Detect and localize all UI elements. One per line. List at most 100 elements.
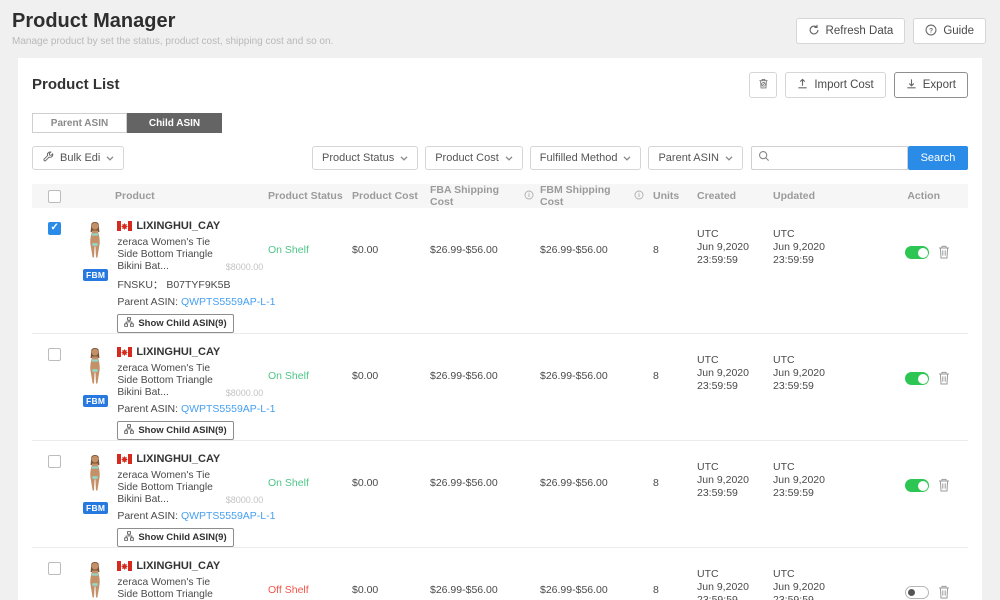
trash-slash-icon bbox=[757, 77, 770, 93]
select-all-checkbox[interactable] bbox=[48, 189, 61, 203]
refresh-icon bbox=[808, 24, 820, 39]
parent-asin-link[interactable]: QWPTS5559AP-L-1 bbox=[180, 296, 276, 308]
product-list-panel: Product List Import Cost Export Parent A… bbox=[18, 58, 982, 600]
download-icon bbox=[906, 78, 917, 92]
page-header: Product Manager Manage product by set th… bbox=[0, 0, 1000, 58]
shelf-toggle[interactable] bbox=[905, 586, 929, 599]
parent-asin-dropdown[interactable]: Parent ASIN bbox=[648, 146, 743, 170]
parent-asin-line: Parent ASIN: QWPTS5559AP-L-1 bbox=[117, 510, 275, 522]
trash-icon[interactable] bbox=[938, 371, 950, 388]
info-icon[interactable] bbox=[524, 190, 534, 203]
export-button[interactable]: Export bbox=[893, 72, 968, 98]
col-action: Action bbox=[907, 190, 940, 202]
fulfillment-badge: FBM bbox=[83, 502, 109, 514]
action-cell bbox=[844, 441, 968, 547]
search-icon bbox=[758, 149, 770, 167]
product-image bbox=[83, 453, 107, 493]
fba-shipping-cost: $26.99-$56.00 bbox=[430, 370, 498, 382]
brand-name: LIXINGHUI_CAY bbox=[136, 453, 221, 465]
asin-tabs: Parent ASIN Child ASIN bbox=[32, 113, 968, 133]
product-cost: $0.00 bbox=[352, 584, 379, 596]
product-cell: FBM LIXINGHUI_CAY zeraca Women's Tie Sid… bbox=[78, 441, 275, 547]
fnsku-label: FNSKU： bbox=[117, 279, 164, 291]
trash-icon[interactable] bbox=[938, 585, 950, 600]
created-timestamp: UTC Jun 9,2020 23:59:59 bbox=[697, 354, 749, 392]
import-cost-button[interactable]: Import Cost bbox=[785, 72, 886, 98]
sitemap-icon bbox=[124, 424, 135, 437]
guide-button[interactable]: ? Guide bbox=[913, 18, 986, 44]
svg-text:?: ? bbox=[929, 27, 933, 34]
row-checkbox[interactable] bbox=[48, 348, 61, 361]
units-value: 8 bbox=[653, 477, 659, 489]
shelf-toggle[interactable] bbox=[905, 246, 929, 259]
product-cell: FBM LIXINGHUI_CAY zeraca Women's Tie Sid… bbox=[78, 548, 260, 600]
wrench-icon bbox=[42, 151, 54, 166]
parent-asin-label: Parent ASIN: bbox=[117, 510, 179, 522]
parent-asin-line: Parent ASIN: QWPTS5559AP-L-1 bbox=[117, 403, 275, 415]
trash-icon[interactable] bbox=[938, 478, 950, 495]
product-image bbox=[83, 220, 107, 260]
row-checkbox[interactable] bbox=[48, 222, 61, 235]
chevron-down-icon bbox=[505, 152, 513, 164]
product-title: zeraca Women's Tie Side Bottom Triangle … bbox=[117, 470, 213, 505]
show-child-asin-button[interactable]: Show Child ASIN(9) bbox=[117, 314, 234, 333]
chevron-down-icon bbox=[106, 152, 114, 164]
fbm-shipping-cost: $26.99-$56.00 bbox=[540, 477, 608, 489]
trash-icon[interactable] bbox=[938, 245, 950, 262]
chevron-down-icon bbox=[623, 152, 631, 164]
info-icon[interactable] bbox=[634, 190, 644, 203]
search-button[interactable]: Search bbox=[908, 146, 968, 170]
col-created: Created bbox=[697, 189, 737, 202]
page-title: Product Manager bbox=[12, 10, 176, 32]
col-product-cost: Product Cost bbox=[352, 190, 418, 202]
parent-asin-label: Parent ASIN: bbox=[117, 296, 179, 308]
parent-asin-label: Parent ASIN: bbox=[117, 403, 179, 415]
updated-timestamp: UTC Jun 9,2020 23:59:59 bbox=[773, 354, 825, 392]
product-status-dropdown[interactable]: Product Status bbox=[312, 146, 419, 170]
table-row: FBM LIXINGHUI_CAY zeraca Women's Tie Sid… bbox=[32, 334, 968, 441]
fulfilled-method-dropdown[interactable]: Fulfilled Method bbox=[529, 146, 642, 170]
search-input[interactable] bbox=[775, 152, 901, 164]
shelf-toggle[interactable] bbox=[905, 372, 929, 385]
chevron-down-icon bbox=[400, 152, 408, 164]
product-title: zeraca Women's Tie Side Bottom Triangle … bbox=[117, 363, 213, 398]
canada-flag-icon bbox=[117, 221, 133, 231]
col-fbm-shipping-cost: FBM Shipping Cost bbox=[534, 184, 644, 208]
table-row: FBM LIXINGHUI_CAY zeraca Women's Tie Sid… bbox=[32, 441, 968, 548]
upload-icon bbox=[797, 78, 808, 92]
table-header-row: Product Product Status Product Cost FBA … bbox=[32, 184, 968, 208]
sitemap-icon bbox=[124, 317, 135, 330]
shelf-toggle[interactable] bbox=[905, 479, 929, 492]
table-body: FBM LIXINGHUI_CAY zeraca Women's Tie Sid… bbox=[32, 208, 968, 600]
row-checkbox[interactable] bbox=[48, 455, 61, 468]
question-icon: ? bbox=[925, 24, 937, 39]
product-status: On Shelf bbox=[268, 477, 309, 489]
parent-asin-line: Parent ASIN: QWPTS5559AP-L-1 bbox=[117, 296, 275, 308]
product-cost: $0.00 bbox=[352, 244, 379, 256]
fbm-shipping-cost: $26.99-$56.00 bbox=[540, 244, 608, 256]
parent-asin-link[interactable]: QWPTS5559AP-L-1 bbox=[180, 510, 276, 522]
product-cost-dropdown[interactable]: Product Cost bbox=[425, 146, 523, 170]
product-table: Product Product Status Product Cost FBA … bbox=[32, 184, 968, 600]
col-units: Units bbox=[653, 190, 680, 202]
parent-asin-link[interactable]: QWPTS5559AP-L-1 bbox=[180, 403, 276, 415]
units-value: 8 bbox=[653, 584, 659, 596]
clear-cost-button[interactable] bbox=[749, 72, 778, 98]
tab-parent-asin[interactable]: Parent ASIN bbox=[32, 113, 127, 133]
row-checkbox[interactable] bbox=[48, 562, 61, 575]
col-updated: Updated bbox=[773, 189, 815, 202]
fnsku-line: FNSKU： B07TYF9K5B bbox=[117, 277, 263, 292]
fbm-shipping-cost: $26.99-$56.00 bbox=[540, 584, 608, 596]
brand-name: LIXINGHUI_CAY bbox=[136, 346, 221, 358]
show-child-asin-button[interactable]: Show Child ASIN(9) bbox=[117, 421, 234, 440]
tab-child-asin[interactable]: Child ASIN bbox=[127, 113, 222, 133]
updated-timestamp: UTC Jun 9,2020 23:59:59 bbox=[773, 461, 825, 499]
product-cost: $0.00 bbox=[352, 477, 379, 489]
table-row: FBM LIXINGHUI_CAY zeraca Women's Tie Sid… bbox=[32, 208, 968, 334]
refresh-data-button[interactable]: Refresh Data bbox=[795, 18, 906, 44]
bulk-edit-dropdown[interactable]: Bulk Edi bbox=[32, 146, 125, 170]
show-child-asin-button[interactable]: Show Child ASIN(9) bbox=[117, 528, 234, 547]
updated-timestamp: UTC Jun 9,2020 23:59:59 bbox=[773, 568, 825, 600]
action-cell bbox=[844, 548, 968, 600]
product-price: $8000.00 bbox=[225, 262, 264, 272]
